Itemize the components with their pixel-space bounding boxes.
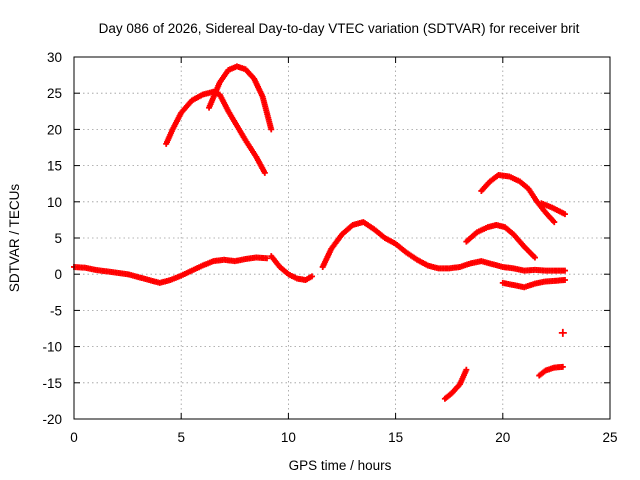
series-arc-high-a [163, 88, 268, 176]
plot-frame [73, 56, 611, 420]
series-arc-high-b [206, 63, 275, 133]
data-point [463, 366, 470, 373]
series-point-neg-8 [558, 328, 567, 337]
data-point [261, 169, 268, 176]
data-point [268, 126, 275, 133]
y-axis-label: SDTVAR / TECUs [7, 184, 22, 293]
data-point [558, 328, 567, 337]
y-tick-label: -20 [42, 412, 62, 427]
y-tick-label: 25 [47, 86, 62, 101]
data-point [551, 219, 558, 226]
y-tick-label: 20 [47, 122, 62, 137]
y-tick-label: 30 [47, 50, 62, 65]
data-point [561, 267, 568, 274]
x-axis-label: GPS time / hours [289, 458, 392, 473]
x-tick-label: 20 [495, 430, 510, 445]
data-point [531, 254, 538, 261]
y-tick-label: -15 [42, 376, 62, 391]
grid-lines [74, 57, 610, 419]
series-arc-baseline-early [71, 254, 270, 286]
series-arc-20h-upper [478, 172, 558, 226]
x-tick-label: 5 [177, 430, 185, 445]
data-point [561, 276, 568, 283]
y-tick-label: -10 [42, 340, 62, 355]
series-arc-20h-mid [463, 221, 538, 261]
y-tick-label: 5 [54, 231, 62, 246]
series-arc-lower-20h [499, 276, 568, 291]
y-tick-label: 10 [47, 195, 62, 210]
series-arc-dip-10h [268, 253, 315, 283]
y-tick-label: 15 [47, 159, 62, 174]
y-tick-label: 0 [54, 267, 62, 282]
data-point [559, 363, 566, 370]
data-series [71, 63, 568, 402]
x-tick-label: 15 [388, 430, 403, 445]
series-arc-bump-13h [319, 219, 568, 274]
x-tick-label: 0 [70, 430, 78, 445]
x-tick-label: 25 [602, 430, 617, 445]
y-tick-label: -5 [50, 303, 62, 318]
x-tick-label: 10 [281, 430, 296, 445]
series-arc-neg-22h [536, 363, 566, 379]
series-arc-22h-short [538, 200, 568, 218]
series-arc-neg-18h [441, 366, 470, 402]
data-point [561, 211, 568, 218]
data-point [263, 255, 270, 262]
chart-title: Day 086 of 2026, Sidereal Day-to-day VTE… [99, 21, 580, 36]
data-point [308, 273, 315, 280]
